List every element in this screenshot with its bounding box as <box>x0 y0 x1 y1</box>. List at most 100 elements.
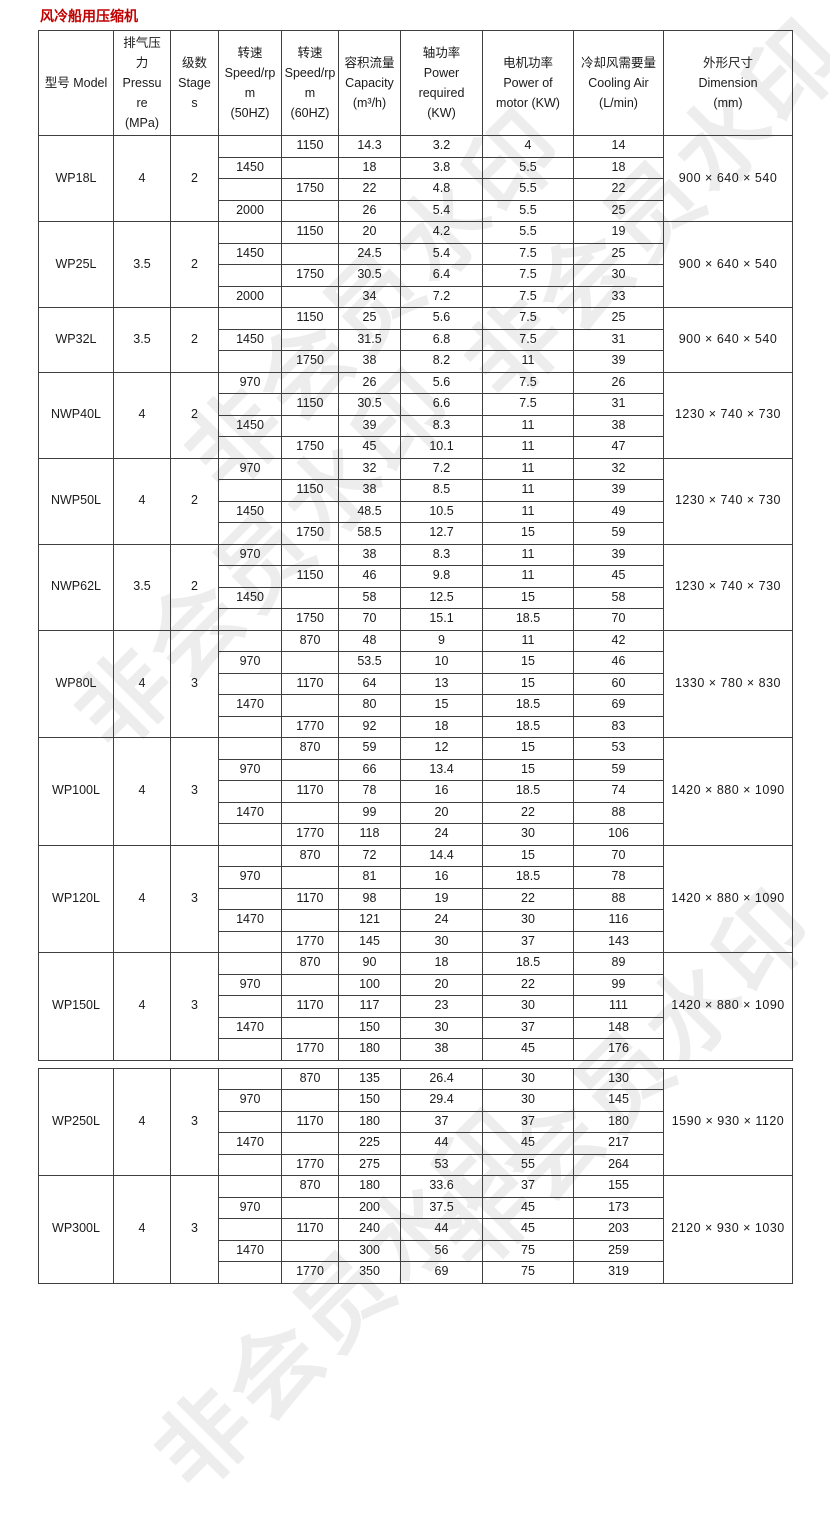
power-required-cell: 13.4 <box>400 758 483 781</box>
speed-50hz-cell <box>218 823 282 846</box>
speed-50hz-cell <box>218 307 282 330</box>
speed-60hz-cell <box>281 1132 339 1155</box>
table-row: WP100L 4 3 870 59 12 15 53 1420 × 880 × 1090 <box>38 737 793 846</box>
speed-60hz-cell <box>281 500 339 523</box>
power-required-cell: 8.5 <box>400 479 483 502</box>
table-row: 1150 38 8.5 11 39 <box>39 479 793 502</box>
table-row: 1770 92 18 18.5 83 <box>39 715 793 738</box>
motor-power-cell: 37 <box>482 1016 574 1039</box>
motor-power-cell: 18.5 <box>482 780 574 803</box>
power-required-cell: 3.2 <box>400 135 483 158</box>
stage-cell: 3 <box>170 1067 219 1176</box>
table-row: 1450 48.5 10.5 11 49 <box>39 500 793 523</box>
capacity-cell: 180 <box>338 1175 401 1198</box>
power-required-cell: 6.6 <box>400 393 483 416</box>
table-row: WP25L 3.5 2 1150 20 4.2 5.5 19 900 × 640 × 540 <box>38 221 793 308</box>
motor-power-cell: 5.5 <box>482 199 574 222</box>
speed-60hz-cell <box>281 801 339 824</box>
table-row: 1770 180 38 45 176 <box>39 1038 793 1061</box>
motor-power-cell: 7.5 <box>482 307 574 330</box>
speed-50hz-cell: 1450 <box>218 500 282 523</box>
header-speed-60hz: 转速 Speed/rp m (60HZ) <box>281 30 339 136</box>
speed-50hz-cell <box>218 436 282 459</box>
table-body-main: WP18L 4 2 1150 14.3 3.2 4 14 900 × 640 × 540 1450… <box>38 135 793 1061</box>
power-required-cell: 10.5 <box>400 500 483 523</box>
speed-50hz-cell: 1470 <box>218 801 282 824</box>
power-required-cell: 33.6 <box>400 1175 483 1198</box>
capacity-cell: 80 <box>338 694 401 717</box>
table-row: 1450 39 8.3 11 38 <box>39 414 793 437</box>
motor-power-cell: 7.5 <box>482 285 574 308</box>
speed-60hz-cell <box>281 694 339 717</box>
table-row: 970 100 20 22 99 <box>39 973 793 996</box>
motor-power-cell: 75 <box>482 1239 574 1262</box>
stage-cell: 2 <box>170 371 219 459</box>
capacity-cell: 92 <box>338 715 401 738</box>
capacity-cell: 200 <box>338 1196 401 1219</box>
cooling-air-cell: 69 <box>573 694 664 717</box>
speed-50hz-cell: 970 <box>218 866 282 889</box>
motor-power-cell: 45 <box>482 1218 574 1241</box>
speed-50hz-cell: 1470 <box>218 1016 282 1039</box>
speed-50hz-cell <box>218 1038 282 1061</box>
cooling-air-cell: 176 <box>573 1038 664 1061</box>
capacity-cell: 58.5 <box>338 522 401 545</box>
cooling-air-cell: 53 <box>573 737 664 760</box>
speed-50hz-cell: 1450 <box>218 328 282 351</box>
cooling-air-cell: 49 <box>573 500 664 523</box>
pressure-cell: 4 <box>113 844 171 953</box>
cooling-air-cell: 148 <box>573 1016 664 1039</box>
motor-power-cell: 5.5 <box>482 156 574 179</box>
power-required-cell: 23 <box>400 995 483 1018</box>
table-row: 1470 225 44 45 217 <box>39 1132 793 1155</box>
capacity-cell: 180 <box>338 1038 401 1061</box>
capacity-cell: 32 <box>338 457 401 480</box>
speed-60hz-cell: 870 <box>281 1067 339 1090</box>
motor-power-cell: 18.5 <box>482 715 574 738</box>
header-dimension: 外形尺寸 Dimension (mm) <box>663 30 793 136</box>
table-row: 1150 30.5 6.6 7.5 31 <box>39 393 793 416</box>
speed-60hz-cell: 1150 <box>281 479 339 502</box>
table-row: 1450 18 3.8 5.5 18 <box>39 156 793 179</box>
cooling-air-cell: 106 <box>573 823 664 846</box>
power-required-cell: 13 <box>400 672 483 695</box>
power-required-cell: 8.3 <box>400 543 483 566</box>
motor-power-cell: 45 <box>482 1196 574 1219</box>
speed-60hz-cell <box>281 586 339 609</box>
header-cooling-air: 冷却风需要量 Cooling Air (L/min) <box>573 30 664 136</box>
spec-table-main: 型号 Model 排气压 力 Pressu re (MPa) 级数 Stage … <box>38 30 793 1061</box>
motor-power-cell: 15 <box>482 586 574 609</box>
cooling-air-cell: 42 <box>573 629 664 652</box>
table-body-second: WP250L 4 3 870 135 26.4 30 130 1590 × 930 × 1120… <box>38 1067 793 1284</box>
motor-power-cell: 4 <box>482 135 574 158</box>
table-row: 1470 300 56 75 259 <box>39 1239 793 1262</box>
motor-power-cell: 7.5 <box>482 393 574 416</box>
speed-60hz-cell: 1150 <box>281 307 339 330</box>
table-row: 970 81 16 18.5 78 <box>39 866 793 889</box>
dimension-cell: 1230 × 740 × 730 <box>663 543 793 631</box>
speed-50hz-cell: 970 <box>218 543 282 566</box>
speed-60hz-cell <box>281 328 339 351</box>
header-row: 型号 Model 排气压 力 Pressu re (MPa) 级数 Stage … <box>38 30 793 136</box>
header-motor-power: 电机功率 Power of motor (KW) <box>482 30 574 136</box>
stage-cell: 2 <box>170 221 219 308</box>
power-required-cell: 10 <box>400 651 483 674</box>
speed-60hz-cell: 1770 <box>281 1038 339 1061</box>
cooling-air-cell: 70 <box>573 844 664 867</box>
speed-50hz-cell <box>218 393 282 416</box>
speed-60hz-cell: 1150 <box>281 393 339 416</box>
dimension-cell: 1590 × 930 × 1120 <box>663 1067 793 1176</box>
document-page: 风冷船用压缩机 型号 Model 排气压 力 Pressu re (MPa) 级… <box>38 8 793 1284</box>
table-row: NWP62L 3.5 2 970 38 8.3 11 39 1230 × 740 × 730 <box>38 543 793 631</box>
speed-60hz-cell <box>281 414 339 437</box>
speed-60hz-cell <box>281 909 339 932</box>
header-power-required: 轴功率 Power required (KW) <box>400 30 483 136</box>
stage-cell: 3 <box>170 737 219 846</box>
motor-power-cell: 11 <box>482 457 574 480</box>
table-row: 1470 99 20 22 88 <box>39 801 793 824</box>
motor-power-cell: 18.5 <box>482 608 574 631</box>
capacity-cell: 14.3 <box>338 135 401 158</box>
cooling-air-cell: 25 <box>573 242 664 265</box>
speed-60hz-cell: 1750 <box>281 522 339 545</box>
power-required-cell: 12.5 <box>400 586 483 609</box>
